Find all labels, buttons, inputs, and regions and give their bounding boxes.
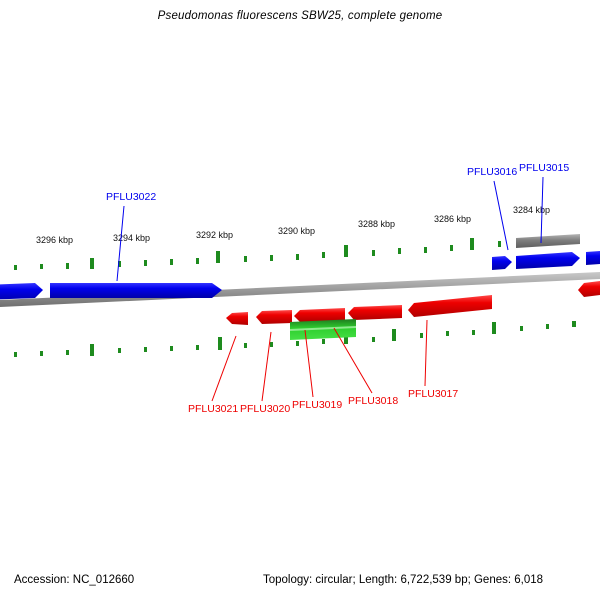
ruler-tick-label: 3292 kbp bbox=[196, 230, 233, 240]
gene-label-pflu3019[interactable]: PFLU3019 bbox=[292, 399, 342, 411]
gene-leader-lines bbox=[116, 176, 544, 402]
gene-label-leader-line bbox=[333, 327, 373, 394]
gene-label-leader-line bbox=[424, 319, 428, 387]
gene-label-pflu3016[interactable]: PFLU3016 bbox=[467, 166, 517, 178]
gene-arrow-forward bbox=[492, 256, 512, 270]
gene-arrow-reverse bbox=[348, 305, 402, 320]
gene-arrow-reverse bbox=[256, 310, 292, 324]
gene-label-leader-line bbox=[493, 180, 509, 251]
genome-backbone bbox=[0, 272, 600, 307]
ruler-tick-label: 3286 kbp bbox=[434, 214, 471, 224]
gene-arrow-reverse bbox=[294, 308, 345, 322]
ruler-tick-label: 3288 kbp bbox=[358, 219, 395, 229]
accession-text: Accession: NC_012660 bbox=[14, 574, 135, 586]
reverse-strand-genes[interactable] bbox=[226, 281, 600, 325]
gene-arrow-forward bbox=[586, 251, 600, 265]
gene-label-pflu3021[interactable]: PFLU3021 bbox=[188, 403, 238, 415]
page-title: Pseudomonas fluorescens SBW25, complete … bbox=[157, 10, 443, 22]
ruler-tick-label: 3296 kbp bbox=[36, 235, 73, 245]
gene-label-leader-line bbox=[116, 205, 125, 282]
gene-label-pflu3020[interactable]: PFLU3020 bbox=[240, 403, 290, 415]
gene-label-pflu3017[interactable]: PFLU3017 bbox=[408, 388, 458, 400]
gene-label-pflu3015[interactable]: PFLU3015 bbox=[519, 162, 569, 174]
lower-feature-tick-track bbox=[14, 321, 576, 357]
gene-arrow-forward bbox=[0, 283, 43, 300]
ruler-labels: 3296 kbp 3294 kbp 3292 kbp 3290 kbp 3288 kbp… bbox=[36, 205, 550, 245]
ruler-tick-label: 3294 kbp bbox=[113, 233, 150, 243]
forward-strand-genes[interactable] bbox=[0, 251, 600, 301]
gene-labels[interactable]: PFLU3022 PFLU3016 PFLU3015 PFLU3021 PFLU3020… bbox=[106, 162, 569, 415]
gene-arrow-forward bbox=[50, 283, 222, 298]
gene-label-leader-line bbox=[211, 335, 237, 402]
gene-label-leader-line bbox=[540, 176, 544, 244]
gene-arrow-reverse bbox=[226, 312, 248, 325]
genome-summary-text: Topology: circular; Length: 6,722,539 bp… bbox=[263, 574, 544, 586]
ruler-tick-label: 3284 kbp bbox=[513, 205, 550, 215]
gene-label-leader-line bbox=[304, 329, 314, 398]
gray-feature-bar[interactable] bbox=[516, 234, 580, 248]
gene-arrow-reverse bbox=[408, 295, 492, 317]
gene-label-pflu3018[interactable]: PFLU3018 bbox=[348, 395, 398, 407]
gene-label-leader-line bbox=[261, 331, 272, 402]
ruler-tick-label: 3290 kbp bbox=[278, 226, 315, 236]
gene-label-pflu3022[interactable]: PFLU3022 bbox=[106, 191, 156, 203]
green-feature-block[interactable] bbox=[290, 319, 356, 340]
gene-arrow-reverse bbox=[578, 281, 600, 297]
gene-arrow-forward bbox=[516, 252, 580, 269]
